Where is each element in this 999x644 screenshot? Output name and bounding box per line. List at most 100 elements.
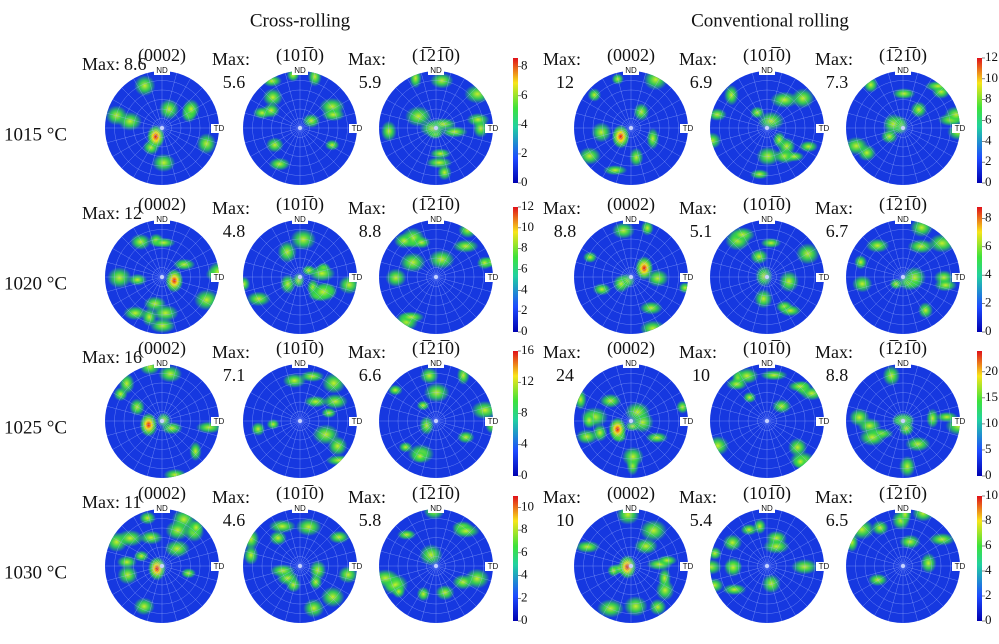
intensity-blob	[846, 136, 869, 156]
center-dot	[298, 126, 302, 130]
max-label: Max:	[815, 487, 853, 507]
intensity-blob	[928, 533, 956, 546]
colorbar-tick-label: 0	[985, 612, 992, 627]
center-dot	[160, 419, 164, 423]
intensity-blob	[849, 519, 875, 540]
nd-label: ND	[430, 359, 442, 368]
nd-label: ND	[294, 359, 306, 368]
center-dot	[765, 419, 769, 423]
nd-box	[292, 504, 308, 513]
plane-label: (0002)	[607, 338, 655, 359]
nd-label: ND	[625, 215, 637, 224]
intensity-map	[574, 509, 688, 623]
td-box	[485, 273, 500, 282]
intensity-blob	[379, 569, 400, 588]
td-label: TD	[955, 273, 966, 282]
td-label: TD	[488, 417, 499, 426]
colorbar	[977, 351, 982, 476]
intensity-blob	[437, 164, 452, 181]
colorbar-tick-label: 6	[985, 111, 992, 126]
max-label: Max:	[815, 198, 853, 218]
intensity-blob	[611, 222, 635, 239]
colorbar-tick-label: 0	[521, 323, 528, 338]
max-value: 12	[556, 72, 574, 92]
td-box	[349, 417, 364, 426]
intensity-blob	[285, 577, 302, 593]
nd-label: ND	[156, 66, 168, 75]
pole-figure: ND TD	[379, 215, 500, 334]
td-label: TD	[955, 562, 966, 571]
intensity-blob	[411, 449, 429, 463]
colorbar-tick-label: 10	[521, 498, 534, 513]
intensity-blob	[649, 598, 667, 616]
intensity-blob	[792, 454, 809, 469]
colorbar-tick-label: 20	[985, 363, 998, 378]
pole-figure: ND TD	[379, 66, 500, 185]
intensity-blob	[710, 132, 722, 149]
max-value: 6.6	[359, 365, 382, 385]
max-value: 6.5	[826, 510, 849, 530]
intensity-blob	[639, 519, 668, 542]
nd-label: ND	[761, 504, 773, 513]
intensity-blob	[188, 519, 204, 536]
max-label: Max:	[543, 49, 581, 69]
plane-label: (1̅21̅0)	[412, 483, 460, 504]
intensity-blob	[243, 545, 259, 566]
intensity-blob	[268, 519, 296, 534]
intensity-blob	[139, 364, 161, 376]
colorbar-tick-label: 5	[985, 441, 992, 456]
pole-figure: ND TD	[846, 504, 967, 623]
intensity-blob	[149, 318, 176, 334]
td-box	[680, 417, 695, 426]
pole-figure: ND TD	[846, 66, 967, 185]
intensity-blob	[328, 530, 350, 544]
plane-label: (1̅21̅0)	[412, 194, 460, 215]
colorbar-tick-label: 4	[521, 281, 528, 296]
intensity-blob	[303, 598, 325, 618]
colorbar-tick-label: 6	[985, 537, 992, 552]
td-box	[952, 124, 967, 133]
intensity-blob	[750, 248, 769, 265]
intensity-blob	[944, 106, 960, 124]
colorbar-tick-label: 10	[985, 70, 998, 85]
intensity-blob	[182, 99, 200, 120]
colorbar-tick-label: 0	[985, 467, 992, 482]
intensity-blob	[742, 391, 757, 403]
intensity-blob	[116, 555, 137, 569]
intensity-blob	[435, 584, 455, 601]
td-label: TD	[955, 417, 966, 426]
intensity-blob	[464, 84, 491, 104]
max-value: 16	[124, 347, 142, 367]
intensity-blob	[710, 435, 730, 456]
intensity-blob	[753, 518, 767, 535]
intensity-blob	[910, 101, 927, 118]
td-label: TD	[819, 124, 830, 133]
td-box	[211, 562, 226, 571]
intensity-blob	[419, 544, 443, 566]
max-label: Max:	[348, 49, 386, 69]
center-dot	[434, 275, 438, 279]
intensity-blob	[760, 369, 788, 381]
max-label: Max:	[679, 198, 717, 218]
plane-label: (1̅21̅0)	[879, 45, 927, 66]
td-box	[680, 124, 695, 133]
colorbar-tick-label: 0	[521, 612, 528, 627]
intensity-blob	[657, 555, 678, 566]
intensity-blob	[591, 122, 612, 143]
max-label: Max:	[82, 54, 120, 74]
intensity-blob	[852, 275, 873, 293]
nd-box	[154, 215, 170, 224]
td-label: TD	[214, 273, 225, 282]
td-box	[211, 273, 226, 282]
intensity-blob	[416, 586, 430, 602]
td-label: TD	[683, 124, 694, 133]
td-box	[680, 562, 695, 571]
td-box	[816, 124, 831, 133]
intensity-blob	[134, 75, 156, 97]
nd-label: ND	[761, 215, 773, 224]
nd-box	[292, 215, 308, 224]
plane-label: (1̅21̅0)	[412, 45, 460, 66]
max-label: Max:	[815, 49, 853, 69]
colorbar-tick-label: 4	[985, 132, 992, 147]
max-value: 4.8	[223, 221, 246, 241]
